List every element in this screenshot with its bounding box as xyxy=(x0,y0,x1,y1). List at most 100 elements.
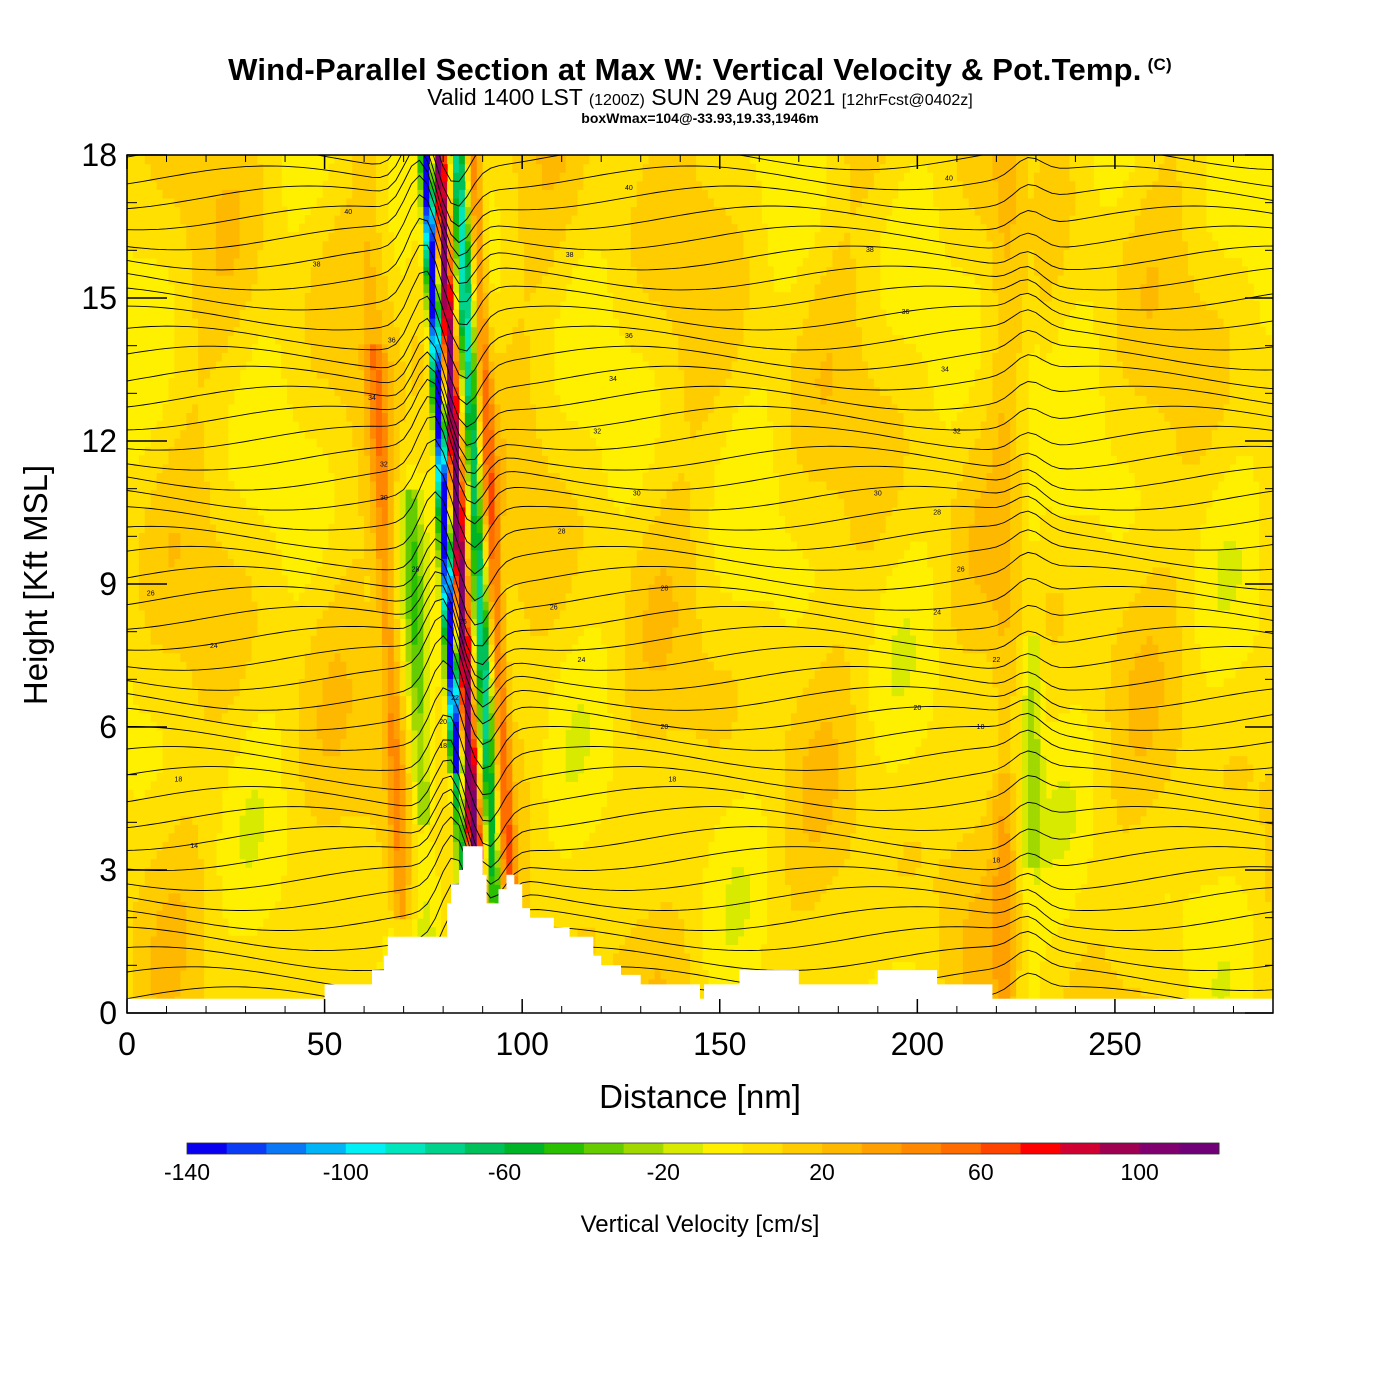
colorbar-swatch xyxy=(385,1143,426,1154)
x-tick-label: 200 xyxy=(891,1026,944,1062)
isentrope-line xyxy=(127,155,1273,244)
isentrope-line xyxy=(127,464,1273,549)
contour-label: 22 xyxy=(451,695,459,702)
chart-title: Wind-Parallel Section at Max W: Vertical… xyxy=(228,52,1172,87)
isentrope-line xyxy=(127,598,1273,694)
y-tick-label: 0 xyxy=(99,995,117,1031)
isentrope-line xyxy=(127,714,1273,796)
isentrope-line xyxy=(127,336,1273,428)
contour-labels: 26 24 18 14 40 38 36 34 32 30 28 40 38 36 34 32 30 28 26 24… xyxy=(147,176,1001,865)
terrain-profile xyxy=(127,846,1273,1013)
y-tick-label: 6 xyxy=(99,709,117,745)
colorbar-swatch xyxy=(1060,1143,1101,1154)
colorbar-swatch xyxy=(703,1143,744,1154)
contour-label: 24 xyxy=(933,609,941,616)
chart-subtitle: Valid 1400 LST (1200Z) SUN 29 Aug 2021 [… xyxy=(427,84,973,110)
colorbar-frame xyxy=(186,1142,1220,1155)
x-tick-label: 0 xyxy=(118,1026,136,1062)
colorbar-swatch xyxy=(1099,1143,1141,1154)
isentrope-line xyxy=(127,775,1273,868)
isentrope-line xyxy=(127,364,1273,461)
y-axis-label: Height [Kft MSL] xyxy=(17,465,54,705)
x-axis-label: Distance [nm] xyxy=(599,1078,801,1115)
isentrope-line xyxy=(127,556,1273,647)
contour-label: 38 xyxy=(866,247,874,254)
isentrope-line xyxy=(127,438,1273,525)
isentrope-line xyxy=(127,909,1273,991)
y-tick-label: 15 xyxy=(81,280,117,316)
contour-label: 32 xyxy=(953,428,961,435)
colorbar-swatch xyxy=(663,1143,704,1154)
contour-label: 18 xyxy=(439,743,447,750)
colorbar-tick-label: -60 xyxy=(488,1159,521,1185)
contour-label: 30 xyxy=(380,495,388,502)
isentrope-line xyxy=(127,759,1273,847)
contour-label: 30 xyxy=(874,490,882,497)
colorbar-swatch xyxy=(425,1143,466,1154)
isentrope-line xyxy=(127,687,1273,770)
potential-temperature-contours xyxy=(127,155,1273,1013)
isentrope-line xyxy=(127,614,1273,708)
contour-label: 36 xyxy=(902,309,910,316)
colorbar-swatch xyxy=(504,1143,545,1154)
isentrope-line xyxy=(127,217,1273,303)
isentrope-line xyxy=(127,194,1273,284)
colorbar-swatch xyxy=(187,1143,228,1154)
colorbar-tick-label: 100 xyxy=(1120,1159,1158,1185)
isentrope-line xyxy=(127,174,1273,270)
colorbar-tick-label: -100 xyxy=(323,1159,369,1185)
colorbar-swatch xyxy=(544,1143,585,1154)
colorbar-swatch xyxy=(306,1143,347,1154)
colorbar-tick-label: 60 xyxy=(968,1159,994,1185)
contour-label: 18 xyxy=(174,776,182,783)
isentrope-line xyxy=(127,396,1273,489)
contour-label: 24 xyxy=(210,643,218,650)
isentrope-line xyxy=(127,516,1273,602)
isentrope-line xyxy=(127,935,1273,1013)
isentrope-line xyxy=(127,270,1273,352)
isentrope-line xyxy=(127,635,1273,725)
y-tick-label: 3 xyxy=(99,852,117,888)
contour-label: 34 xyxy=(609,376,617,383)
contour-label: 28 xyxy=(412,567,420,574)
contour-label: 32 xyxy=(380,462,388,469)
colorbar-swatch xyxy=(345,1143,386,1154)
isentrope-line xyxy=(127,739,1273,822)
isentrope-line xyxy=(127,415,1273,505)
contour-label: 38 xyxy=(313,261,321,268)
isentrope-line xyxy=(127,155,1273,227)
isentrope-line xyxy=(127,571,1273,666)
colorbar-swatch xyxy=(1139,1143,1180,1154)
isentrope-line xyxy=(127,857,1273,943)
contour-label: 26 xyxy=(459,619,467,626)
y-tick-label: 18 xyxy=(81,137,117,173)
isentrope-line xyxy=(127,244,1273,326)
contour-label: 36 xyxy=(388,338,396,345)
isentrope-line xyxy=(127,159,1273,257)
isentrope-line xyxy=(127,351,1273,446)
isentrope-line xyxy=(127,788,1273,885)
contour-label: 36 xyxy=(625,333,633,340)
colorbar-swatch xyxy=(623,1143,664,1154)
isentrope-line xyxy=(450,155,457,157)
colorbar-swatch xyxy=(861,1143,902,1154)
contour-label: 28 xyxy=(661,586,669,593)
contour-label: 38 xyxy=(566,252,574,259)
isentrope-line xyxy=(127,295,1273,379)
contour-label: 18 xyxy=(992,857,1000,864)
contour-label: 34 xyxy=(941,366,949,373)
contour-label: 40 xyxy=(625,185,633,192)
colorbar-swatch xyxy=(1179,1143,1220,1154)
y-tick-label: 12 xyxy=(81,423,117,459)
boxwmax-caption: boxWmax=104@-33.93,19.33,1946m xyxy=(581,110,819,126)
isentrope-line xyxy=(127,491,1273,575)
contour-label: 28 xyxy=(933,509,941,516)
colorbar-swatch xyxy=(226,1143,267,1154)
colorbar-tick-label: -140 xyxy=(164,1159,210,1185)
colorbar-swatch xyxy=(941,1143,982,1154)
contour-label: 20 xyxy=(913,705,921,712)
contour-label: 26 xyxy=(147,590,155,597)
contour-label: 26 xyxy=(957,567,965,574)
